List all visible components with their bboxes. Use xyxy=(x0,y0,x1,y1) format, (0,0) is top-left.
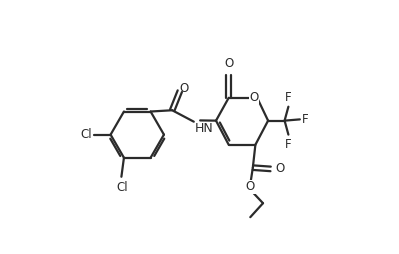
Text: Cl: Cl xyxy=(117,181,128,194)
Text: F: F xyxy=(285,138,292,151)
Text: O: O xyxy=(249,90,259,104)
Text: F: F xyxy=(302,113,309,126)
Text: O: O xyxy=(224,57,233,70)
Text: O: O xyxy=(275,162,284,175)
Text: O: O xyxy=(179,82,188,95)
Text: HN: HN xyxy=(194,122,213,135)
Text: Cl: Cl xyxy=(80,128,91,141)
Text: F: F xyxy=(285,91,292,104)
Text: O: O xyxy=(246,180,255,193)
